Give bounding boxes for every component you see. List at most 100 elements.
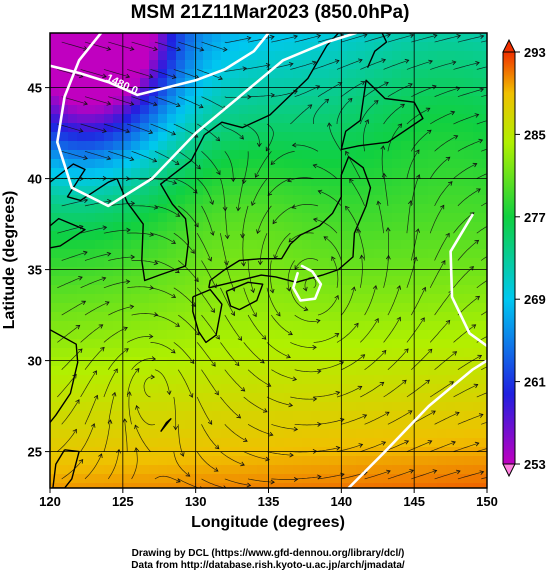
field-cell xyxy=(374,105,384,115)
field-cell xyxy=(122,429,132,439)
field-cell xyxy=(356,222,366,232)
field-cell xyxy=(86,339,96,349)
field-cell xyxy=(212,231,222,241)
field-cell xyxy=(320,348,330,358)
field-cell xyxy=(86,168,96,178)
field-cell xyxy=(428,150,438,160)
streamline-arrow xyxy=(497,219,501,223)
field-cell xyxy=(446,420,456,430)
field-cell xyxy=(329,231,339,241)
field-cell xyxy=(203,312,213,322)
field-cell xyxy=(311,276,321,286)
field-cell xyxy=(68,96,78,106)
field-cell xyxy=(392,240,402,250)
field-cell xyxy=(275,438,285,448)
field-cell xyxy=(410,42,420,52)
field-cell xyxy=(50,105,60,115)
field-cell xyxy=(329,366,339,376)
field-cell xyxy=(230,339,240,349)
field-cell xyxy=(86,267,96,277)
field-cell xyxy=(302,267,312,277)
streamline xyxy=(178,478,200,488)
field-cell xyxy=(77,132,87,142)
field-cell xyxy=(185,150,195,160)
coast-korea xyxy=(116,134,206,282)
field-cell xyxy=(113,303,123,313)
streamline-arrow xyxy=(498,115,502,119)
field-cell xyxy=(266,411,276,421)
field-cell xyxy=(212,87,222,97)
field-cell xyxy=(383,96,393,106)
field-cell xyxy=(266,339,276,349)
field-cell xyxy=(293,105,303,115)
field-cell xyxy=(266,177,276,187)
field-cell xyxy=(266,420,276,430)
field-cell xyxy=(104,330,114,340)
field-cell xyxy=(59,60,69,70)
field-cell xyxy=(50,69,60,79)
streamline-arrow xyxy=(270,479,275,485)
field-cell xyxy=(392,141,402,151)
height-contours xyxy=(50,33,487,488)
field-cell xyxy=(257,456,267,466)
field-cell xyxy=(149,402,159,412)
streamline xyxy=(224,260,235,292)
streamline-arrow xyxy=(102,128,107,133)
field-cell xyxy=(239,456,249,466)
field-cell xyxy=(275,105,285,115)
x-tick-label: 140 xyxy=(330,494,352,509)
streamline xyxy=(434,87,460,98)
field-cell xyxy=(392,348,402,358)
field-cell xyxy=(158,294,168,304)
field-cell xyxy=(212,285,222,295)
field-cell xyxy=(365,429,375,439)
field-cell xyxy=(329,177,339,187)
field-cell xyxy=(275,267,285,277)
streamline-arrow xyxy=(266,382,272,387)
field-cell xyxy=(293,204,303,214)
field-cell xyxy=(257,366,267,376)
field-cell xyxy=(302,339,312,349)
field-cell xyxy=(437,123,447,133)
field-cell xyxy=(311,222,321,232)
field-cell xyxy=(446,231,456,241)
streamline xyxy=(220,287,235,316)
streamline-arrow xyxy=(408,83,413,88)
field-cell xyxy=(185,159,195,169)
field-cell xyxy=(302,213,312,223)
field-cell xyxy=(329,96,339,106)
field-cell xyxy=(293,321,303,331)
streamline-arrow xyxy=(199,46,205,52)
field-cell xyxy=(374,123,384,133)
field-cell xyxy=(176,60,186,70)
field-cell xyxy=(284,258,294,268)
field-cell xyxy=(419,213,429,223)
colorbar-tick-label: 269 xyxy=(524,292,546,307)
field-cell xyxy=(347,240,357,250)
streamline-arrow xyxy=(251,201,256,207)
field-cell xyxy=(122,384,132,394)
field-cell xyxy=(95,258,105,268)
streamline xyxy=(313,218,338,234)
field-cell xyxy=(167,222,177,232)
field-cell xyxy=(284,96,294,106)
streamline xyxy=(61,150,88,159)
field-cell xyxy=(455,222,465,232)
streamline-arrow xyxy=(404,440,410,445)
field-cell xyxy=(185,60,195,70)
field-cell xyxy=(275,69,285,79)
field-cell xyxy=(374,60,384,70)
field-cell xyxy=(230,213,240,223)
field-cell xyxy=(140,474,150,484)
field-cell xyxy=(113,186,123,196)
field-cell xyxy=(275,330,285,340)
field-cell xyxy=(221,114,231,124)
field-cell xyxy=(113,348,123,358)
field-cell xyxy=(419,123,429,133)
streamline xyxy=(406,379,430,398)
field-cell xyxy=(113,321,123,331)
field-cell xyxy=(482,105,487,115)
field-cell xyxy=(482,42,487,52)
field-cell xyxy=(446,348,456,358)
field-cell xyxy=(212,159,222,169)
